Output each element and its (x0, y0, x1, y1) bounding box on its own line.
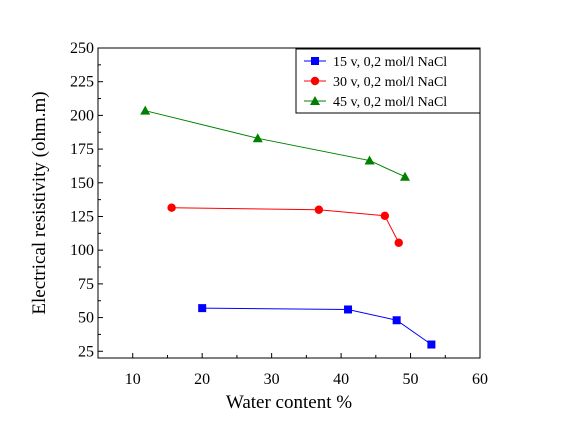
y-tick-label: 175 (70, 141, 94, 158)
data-point (167, 203, 176, 212)
legend-item: 30 v, 0,2 mol/l NaCl (304, 75, 447, 90)
y-tick-label: 100 (70, 242, 94, 259)
data-point (364, 155, 375, 165)
axes: 10 20 30 40 50 60 25 50 75 100 125 150 175 200 225 250 (70, 40, 488, 388)
series-layer (140, 105, 436, 349)
legend-marker (311, 57, 319, 65)
data-point (399, 171, 410, 181)
series-line (202, 307, 432, 345)
legend-box (295, 48, 481, 114)
data-point (252, 133, 263, 143)
x-tick-label: 40 (333, 371, 349, 388)
series-line (145, 110, 406, 178)
y-tick-label: 225 (70, 74, 94, 91)
legend-label: 30 v, 0,2 mol/l NaCl (333, 75, 447, 90)
data-point (394, 238, 403, 247)
x-tick-label: 30 (264, 371, 280, 388)
legend-label: 15 v, 0,2 mol/l NaCl (333, 55, 447, 70)
x-tick-label: 60 (472, 371, 488, 388)
y-tick-label: 200 (70, 107, 94, 124)
legend-item: 15 v, 0,2 mol/l NaCl (304, 55, 447, 70)
y-tick-label: 150 (70, 175, 94, 192)
legend-marker (310, 96, 320, 105)
y-axis-title: Electrical resistivity (ohm.m) (29, 91, 50, 314)
legend: 15 v, 0,2 mol/l NaCl 30 v, 0,2 mol/l NaCl… (295, 48, 481, 114)
series-line (171, 207, 400, 243)
y-tick-label: 125 (70, 208, 94, 225)
x-axis-title: Water content % (226, 392, 352, 413)
data-point (380, 211, 390, 221)
plot-area (97, 47, 481, 359)
series-1 (198, 304, 436, 349)
series-3 (140, 105, 410, 181)
legend-item: 45 v, 0,2 mol/l NaCl (304, 95, 447, 110)
data-point (140, 105, 151, 115)
legend-label: 45 v, 0,2 mol/l NaCl (333, 95, 447, 110)
x-tick-label: 20 (194, 371, 210, 388)
y-tick-label: 50 (78, 310, 94, 327)
x-tick-label: 10 (125, 371, 141, 388)
data-point (427, 340, 436, 349)
series-2 (167, 203, 403, 247)
data-point (392, 316, 401, 325)
data-point (198, 304, 207, 313)
y-tick-label: 250 (70, 40, 94, 57)
data-point (314, 205, 324, 214)
legend-marker (310, 76, 320, 86)
data-point (344, 305, 353, 314)
y-tick-label: 25 (78, 343, 94, 360)
x-tick-label: 50 (403, 371, 419, 388)
y-tick-label: 75 (78, 276, 94, 293)
